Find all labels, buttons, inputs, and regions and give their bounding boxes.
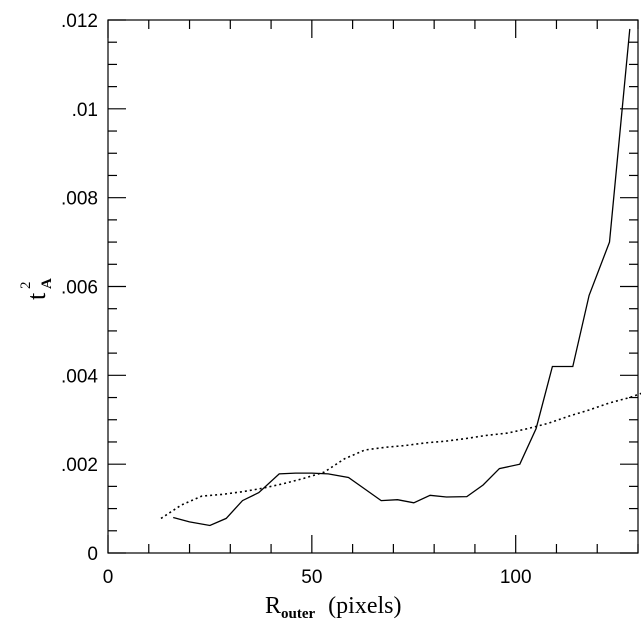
x-tick-label: 0 bbox=[103, 567, 114, 588]
plot-frame bbox=[107, 19, 639, 554]
x-axis-label: Router (pixels) bbox=[265, 593, 401, 622]
y-tick-label: .002 bbox=[61, 455, 98, 476]
tick-marks bbox=[107, 19, 639, 554]
x-axis-label-subscript: outer bbox=[281, 606, 315, 622]
y-tick-label: .004 bbox=[61, 366, 98, 387]
x-tick-label: 100 bbox=[500, 567, 532, 588]
y-axis-label-subscript: A bbox=[39, 278, 55, 289]
solid-series-line bbox=[173, 28, 631, 527]
series-layer bbox=[160, 28, 641, 527]
y-axis-label: t 2 A bbox=[18, 278, 55, 300]
dotted-series-line bbox=[160, 392, 641, 520]
y-axis-label-main: t bbox=[22, 292, 51, 300]
y-tick-label: .01 bbox=[72, 100, 98, 121]
y-tick-label: .006 bbox=[61, 278, 98, 299]
y-tick-label: 0 bbox=[87, 544, 98, 565]
x-tick-label: 50 bbox=[301, 567, 322, 588]
y-tick-label: .008 bbox=[61, 189, 98, 210]
y-axis-label-superscript: 2 bbox=[18, 282, 34, 290]
y-tick-label: .012 bbox=[61, 11, 98, 32]
x-axis-label-main: R bbox=[265, 593, 281, 619]
tick-labels: 0 50 100 0 .002 .004 .006 .008 .01 .012 bbox=[61, 11, 532, 588]
x-axis-label-units: (pixels) bbox=[328, 593, 401, 619]
